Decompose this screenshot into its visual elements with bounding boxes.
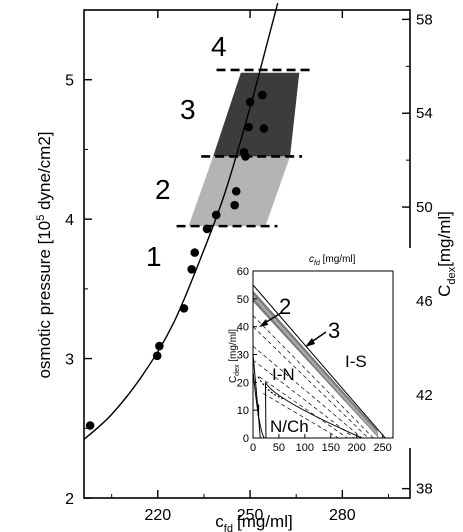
inset-dotted-curve — [257, 376, 285, 400]
inset-arrow-label-3: 3 — [328, 318, 340, 343]
data-points — [85, 90, 269, 430]
fit-curve — [83, 2, 279, 440]
inset-y-axis-label: Cdex [mg/ml] — [228, 329, 241, 383]
inset-tie-line — [259, 376, 348, 439]
data-point — [245, 97, 255, 107]
inset-x-tick-label: 0 — [250, 442, 256, 454]
data-point — [230, 200, 239, 210]
y2-axis-label: Cdex[mg/ml] — [435, 211, 458, 297]
data-point — [244, 122, 253, 132]
y2-tick-label: 38 — [416, 481, 433, 498]
inset-x-tick-label: 150 — [322, 442, 340, 454]
inset-x-axis-label: cfd [mg/ml] — [309, 254, 356, 267]
annotation-3: 3 — [180, 94, 196, 125]
inset-y-tick-label: 40 — [237, 322, 249, 334]
region-3 — [213, 72, 300, 157]
inset-phase-diagram: 0 50 100 150 200 250 0 10 20 30 40 50 60 cfd [mg/ml]… — [222, 248, 412, 454]
inset-tie-line — [252, 359, 355, 439]
inset-phase-label-is: I-S — [345, 352, 367, 371]
y-axis-label: osmotic pressure [105 dyne/cm2] — [35, 131, 54, 378]
x-tick-label: 280 — [329, 507, 356, 524]
inset-arrowhead-2 — [259, 319, 268, 327]
inset-i-boundary-2 — [252, 354, 261, 439]
data-point — [211, 210, 221, 220]
inset-phase-label-nch: N/Ch — [270, 417, 309, 436]
inset-x-tick-label: 250 — [373, 442, 391, 454]
inset-axis-ticks: 0 50 100 150 200 250 0 10 20 30 40 50 60 — [237, 266, 392, 454]
data-point — [152, 351, 162, 361]
inset-y-tick-label: 30 — [237, 350, 249, 362]
data-point — [155, 341, 164, 351]
y-tick-label: 3 — [65, 352, 74, 369]
inset-y-tick-label: 0 — [243, 433, 249, 445]
inset-band — [252, 284, 386, 439]
inset-phase-label-i: I — [256, 401, 261, 420]
data-point — [259, 124, 269, 133]
inset-y-tick-label: 20 — [237, 377, 249, 389]
data-point — [190, 248, 200, 257]
inset-tie-lines — [252, 315, 374, 439]
inset-nch-boundary — [264, 382, 363, 439]
inset-tie-line — [252, 315, 374, 439]
inset-tie-line — [252, 345, 363, 439]
inset-y-tick-label: 50 — [237, 294, 249, 306]
annotation-2: 2 — [155, 174, 171, 205]
inset-upper-boundary — [252, 284, 386, 439]
x-tick-label: 250 — [237, 507, 264, 524]
y-tick-label: 5 — [65, 73, 74, 90]
inset-background — [222, 248, 412, 448]
y-tick-label: 4 — [65, 212, 74, 229]
data-point — [239, 147, 249, 157]
x-axis-label: cfd [mg/ml] — [215, 512, 292, 532]
inset-tie-line — [263, 393, 339, 439]
x-tick-label: 220 — [144, 507, 171, 524]
annotation-4: 4 — [211, 31, 227, 62]
data-point — [85, 421, 95, 430]
inset-tie-line — [252, 326, 369, 439]
inset-arrow-label-2: 2 — [279, 294, 291, 319]
annotation-1: 1 — [146, 241, 162, 272]
y2-tick-label: 58 — [416, 11, 433, 28]
data-point — [187, 265, 196, 274]
data-point — [258, 90, 267, 100]
inset-x-tick-label: 100 — [296, 442, 314, 454]
inset-x-tick-label: 50 — [273, 442, 285, 454]
inset-arrowhead-3 — [305, 338, 315, 347]
y2-tick-label: 42 — [416, 387, 433, 404]
inset-band-light — [253, 294, 378, 437]
y2-tick-label: 46 — [416, 293, 433, 310]
inset-y-tick-label: 10 — [237, 405, 249, 417]
inset-x-tick-label: 200 — [348, 442, 366, 454]
data-point — [202, 224, 212, 234]
data-point — [179, 304, 189, 313]
y2-tick-label: 54 — [416, 105, 433, 122]
y2-tick-label: 50 — [416, 199, 433, 216]
data-point — [231, 186, 241, 196]
phase-boundaries — [176, 68, 312, 228]
y-tick-label: 2 — [65, 491, 74, 508]
inset-phase-label-in: I-N — [272, 365, 295, 384]
inset-y-tick-label: 60 — [237, 266, 249, 278]
